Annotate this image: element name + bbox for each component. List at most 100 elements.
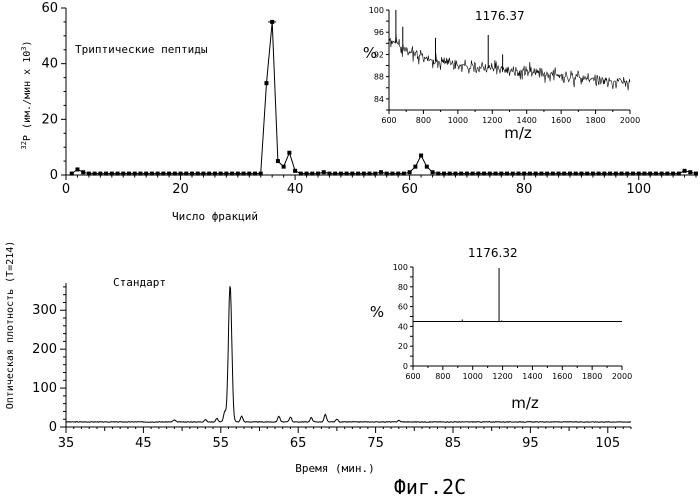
bottom-inset-y-tick-label: 20 (398, 342, 408, 351)
top-data-point (448, 172, 452, 176)
bottom-chart-axes: 354555657585951050100200300 (32, 283, 631, 451)
top-data-point (499, 172, 503, 176)
top-x-tick-label: 80 (516, 182, 533, 197)
top-data-point (293, 169, 297, 173)
bottom-y-tick-label: 300 (32, 303, 57, 318)
top-data-point (150, 172, 154, 176)
bottom-inset-x-tick-label: 1000 (463, 372, 483, 381)
top-data-point (579, 172, 583, 176)
top-data-point (637, 172, 641, 176)
top-inset-y-tick-label: 96 (374, 28, 384, 37)
bottom-inset-x-tick-label: 1800 (582, 372, 602, 381)
bottom-inset-y-tick-label: 60 (398, 303, 408, 312)
top-data-point (276, 159, 280, 163)
top-data-point (201, 172, 205, 176)
top-data-point (121, 172, 125, 176)
top-data-point (247, 172, 251, 176)
top-data-point (476, 172, 480, 176)
top-data-point (683, 169, 687, 173)
bottom-inset-xlabel: m/z (511, 394, 539, 412)
top-data-point (156, 172, 160, 176)
top-data-point (87, 172, 91, 176)
top-inset-y-tick-label: 100 (369, 6, 384, 15)
top-data-point (322, 170, 326, 174)
top-data-point (431, 170, 435, 174)
top-data-point (362, 172, 366, 176)
top-data-point (98, 172, 102, 176)
bottom-x-tick-label: 65 (290, 436, 307, 451)
top-data-point (264, 81, 268, 85)
top-data-point (494, 172, 498, 176)
top-data-point (516, 172, 520, 176)
top-inset-x-tick-label: 1200 (482, 116, 502, 125)
top-data-point (471, 172, 475, 176)
bottom-inset-x-tick-label: 800 (435, 372, 450, 381)
top-data-point (660, 172, 664, 176)
bottom-inset-y-tick-label: 100 (393, 263, 408, 272)
top-data-point (179, 172, 183, 176)
top-y-tick-label: 20 (41, 112, 58, 127)
top-data-point (236, 172, 240, 176)
top-data-point (116, 172, 120, 176)
top-data-point (390, 172, 394, 176)
top-data-point (557, 172, 561, 176)
top-inset-x-tick-label: 800 (416, 116, 431, 125)
top-data-point (287, 151, 291, 155)
top-data-point (642, 172, 646, 176)
top-data-point (488, 172, 492, 176)
top-data-point (568, 172, 572, 176)
top-data-point (144, 172, 148, 176)
top-chart-ylabel-sup: 32 (20, 141, 28, 149)
top-data-point (654, 172, 658, 176)
bottom-y-tick-label: 0 (49, 420, 57, 435)
top-data-point (327, 172, 331, 176)
top-data-point (453, 172, 457, 176)
top-data-point (224, 172, 228, 176)
top-data-point (138, 172, 142, 176)
top-data-point (625, 172, 629, 176)
top-inset-spectrum-line (389, 34, 630, 90)
top-data-point (316, 172, 320, 176)
top-data-point (75, 167, 79, 171)
top-data-point (213, 172, 217, 176)
svg-text:32P (им./мин x 103): 32P (им./мин x 103) (20, 41, 33, 150)
bottom-inset-x-tick-label: 1400 (522, 372, 542, 381)
top-y-tick-label: 60 (41, 1, 58, 16)
bottom-chart-series (66, 286, 631, 422)
top-data-point (585, 172, 589, 176)
top-data-point (310, 172, 314, 176)
top-data-point (402, 172, 406, 176)
top-data-point (505, 172, 509, 176)
top-data-point (442, 172, 446, 176)
top-data-point (333, 172, 337, 176)
top-data-point (345, 172, 349, 176)
bottom-inset-x-tick-label: 1600 (552, 372, 572, 381)
top-data-point (305, 172, 309, 176)
top-data-point (648, 172, 652, 176)
top-data-point (551, 172, 555, 176)
top-data-point (413, 165, 417, 169)
top-data-point (253, 172, 257, 176)
top-data-point (81, 170, 85, 174)
top-chart-ylabel-main: P (им./мин x 10 (22, 51, 33, 141)
top-chart-ylabel-tail: ) (22, 41, 33, 47)
bottom-x-tick-label: 95 (522, 436, 539, 451)
top-data-point (173, 172, 177, 176)
top-data-point (671, 172, 675, 176)
top-data-point (436, 172, 440, 176)
top-data-point (368, 172, 372, 176)
top-inset-xlabel: m/z (504, 124, 532, 142)
top-data-point (282, 165, 286, 169)
top-data-point (70, 172, 74, 176)
top-x-tick-label: 60 (401, 182, 418, 197)
top-data-point (665, 172, 669, 176)
top-data-point (688, 170, 692, 174)
top-data-point (677, 172, 681, 176)
bottom-inset-x-tick-label: 600 (405, 372, 420, 381)
top-data-point (219, 172, 223, 176)
top-data-point (574, 172, 578, 176)
top-y-tick-label: 40 (41, 57, 58, 72)
top-data-point (379, 170, 383, 174)
bottom-x-tick-label: 45 (135, 436, 152, 451)
